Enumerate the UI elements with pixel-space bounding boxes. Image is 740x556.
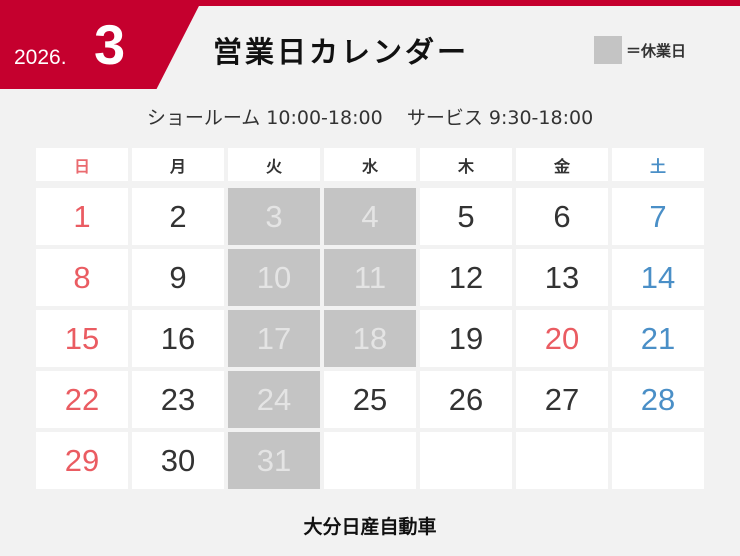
day-cell: 30	[132, 432, 224, 489]
business-hours: ショールーム 10:00-18:00 サービス 9:30-18:00	[0, 103, 740, 130]
day-cell: 21	[612, 310, 704, 367]
day-cell: 27	[516, 371, 608, 428]
day-cell: 13	[516, 249, 608, 306]
day-cell: 6	[516, 188, 608, 245]
day-cell: 10	[228, 249, 320, 306]
weekday-header: 火	[228, 148, 320, 181]
day-cell: 28	[612, 371, 704, 428]
weekday-header: 月	[132, 148, 224, 181]
day-cell: 12	[420, 249, 512, 306]
weekday-header: 金	[516, 148, 608, 181]
day-cell: 31	[228, 432, 320, 489]
day-cell: 2	[132, 188, 224, 245]
weekday-header: 木	[420, 148, 512, 181]
day-cell: 26	[420, 371, 512, 428]
day-cell: 5	[420, 188, 512, 245]
weekday-header: 土	[612, 148, 704, 181]
legend: ＝休業日	[594, 36, 686, 64]
empty-cell	[420, 432, 512, 489]
month-number: 3	[94, 13, 126, 76]
weekday-header: 日	[36, 148, 128, 181]
day-cell: 29	[36, 432, 128, 489]
day-cell: 8	[36, 249, 128, 306]
day-cell: 14	[612, 249, 704, 306]
top-accent-bar	[0, 0, 740, 6]
empty-cell	[516, 432, 608, 489]
service-hours: サービス 9:30-18:00	[406, 107, 594, 129]
day-cell: 16	[132, 310, 224, 367]
day-cell: 25	[324, 371, 416, 428]
weekday-header-row: 日月火水木金土	[36, 148, 704, 181]
day-cell: 11	[324, 249, 416, 306]
page-title: 営業日カレンダー	[213, 35, 470, 69]
empty-cell	[612, 432, 704, 489]
showroom-hours: ショールーム 10:00-18:00	[146, 107, 383, 129]
day-cell: 22	[36, 371, 128, 428]
day-cell: 19	[420, 310, 512, 367]
day-cell: 20	[516, 310, 608, 367]
day-cell: 23	[132, 371, 224, 428]
day-cell: 17	[228, 310, 320, 367]
calendar-grid: 1 2 3 4 5 6 7 8 9 10 11 12 13 14 15 16 17 18 19 20 21 22 23 24 2…	[36, 188, 704, 489]
weekday-header: 水	[324, 148, 416, 181]
day-cell: 1	[36, 188, 128, 245]
day-cell: 4	[324, 188, 416, 245]
day-cell: 9	[132, 249, 224, 306]
year-label: 2026.	[14, 46, 67, 69]
empty-cell	[324, 432, 416, 489]
day-cell: 18	[324, 310, 416, 367]
day-cell: 7	[612, 188, 704, 245]
day-cell: 24	[228, 371, 320, 428]
closed-day-swatch	[594, 36, 622, 64]
company-name: 大分日産自動車	[303, 516, 437, 538]
day-cell: 3	[228, 188, 320, 245]
day-cell: 15	[36, 310, 128, 367]
legend-label: ＝休業日	[626, 41, 687, 60]
